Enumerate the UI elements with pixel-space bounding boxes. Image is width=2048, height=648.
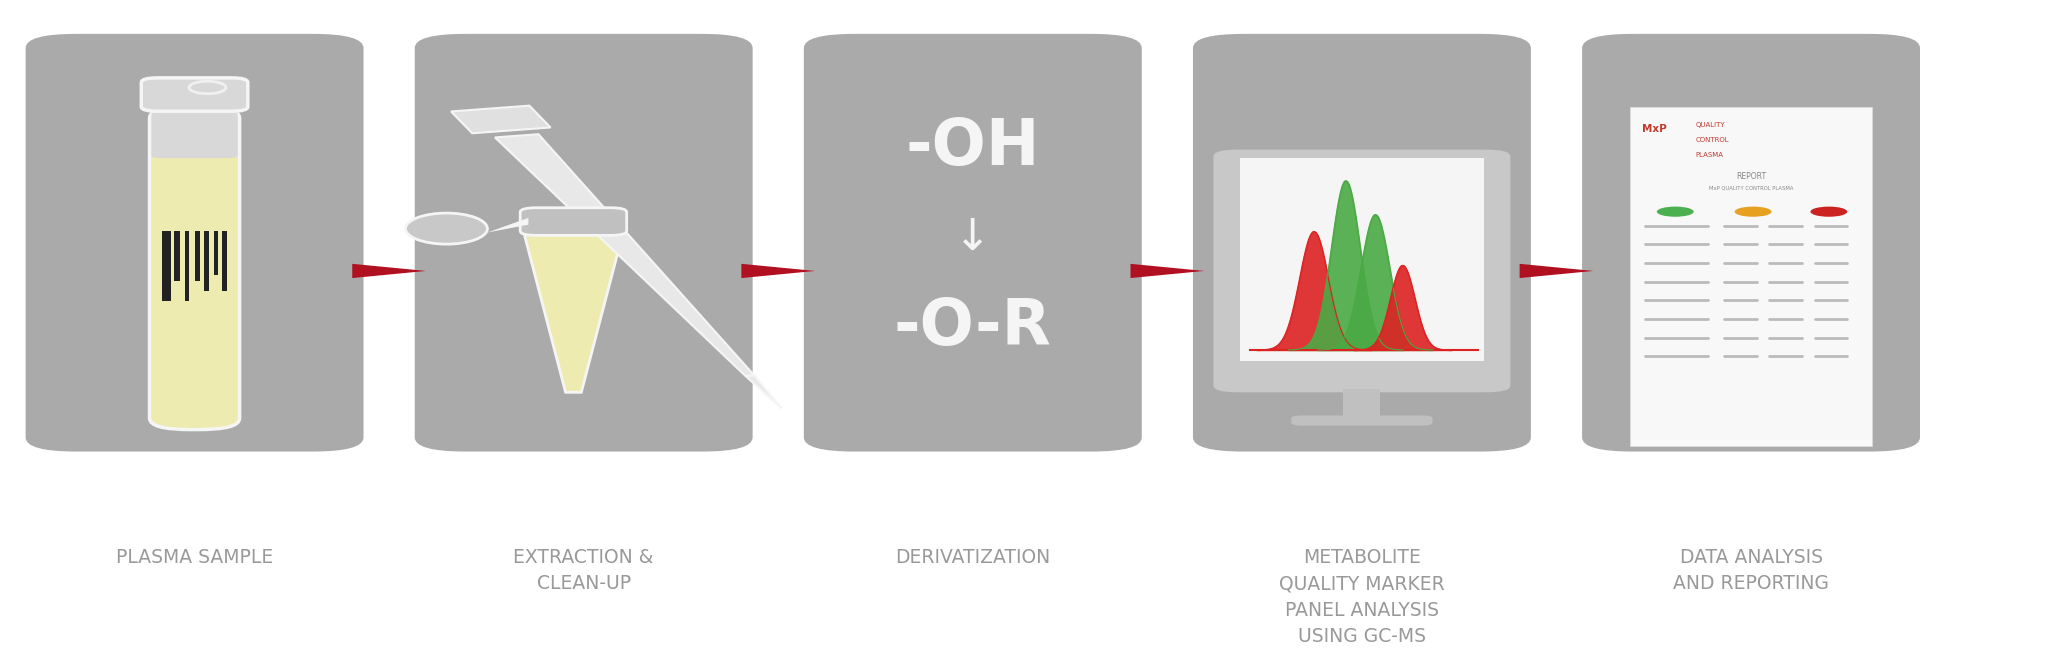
Text: MxP: MxP: [1642, 124, 1667, 134]
Bar: [162, 231, 172, 301]
Polygon shape: [496, 134, 754, 376]
FancyBboxPatch shape: [141, 78, 248, 111]
FancyBboxPatch shape: [520, 208, 627, 235]
Circle shape: [1810, 207, 1847, 217]
Bar: [1343, 389, 1380, 417]
Text: EXTRACTION &
CLEAN-UP: EXTRACTION & CLEAN-UP: [514, 548, 653, 593]
Polygon shape: [451, 106, 551, 133]
Ellipse shape: [406, 213, 487, 244]
Text: QUALITY: QUALITY: [1696, 122, 1724, 128]
Polygon shape: [745, 375, 782, 408]
Text: REPORT: REPORT: [1737, 172, 1765, 181]
FancyBboxPatch shape: [1192, 34, 1532, 452]
Polygon shape: [1130, 264, 1204, 278]
Polygon shape: [1520, 264, 1593, 278]
Circle shape: [1735, 207, 1772, 217]
Bar: [1630, 108, 1872, 446]
Polygon shape: [352, 264, 426, 278]
Polygon shape: [524, 235, 623, 392]
Bar: [205, 231, 209, 291]
FancyBboxPatch shape: [1292, 415, 1434, 426]
Bar: [1241, 158, 1483, 362]
FancyBboxPatch shape: [150, 107, 240, 430]
Bar: [184, 231, 188, 301]
FancyBboxPatch shape: [803, 34, 1143, 452]
Text: DERIVATIZATION: DERIVATIZATION: [895, 548, 1051, 566]
Circle shape: [1657, 207, 1694, 217]
FancyBboxPatch shape: [152, 102, 238, 158]
Text: DATA ANALYSIS
AND REPORTING: DATA ANALYSIS AND REPORTING: [1673, 548, 1829, 593]
Bar: [195, 231, 201, 281]
Text: PLASMA: PLASMA: [1696, 152, 1724, 158]
FancyBboxPatch shape: [25, 34, 365, 452]
FancyBboxPatch shape: [1581, 34, 1921, 452]
Text: MxP QUALITY CONTROL PLASMA: MxP QUALITY CONTROL PLASMA: [1708, 185, 1794, 190]
Text: CONTROL: CONTROL: [1696, 137, 1729, 143]
Bar: [213, 231, 217, 275]
Text: -O-R: -O-R: [893, 296, 1053, 358]
FancyBboxPatch shape: [414, 34, 752, 452]
Text: -OH: -OH: [905, 116, 1040, 178]
FancyBboxPatch shape: [1212, 150, 1511, 392]
Polygon shape: [434, 218, 528, 243]
Bar: [221, 231, 227, 291]
Text: ↓: ↓: [954, 216, 991, 259]
Bar: [174, 231, 180, 281]
Text: METABOLITE
QUALITY MARKER
PANEL ANALYSIS
USING GC-MS: METABOLITE QUALITY MARKER PANEL ANALYSIS…: [1280, 548, 1444, 646]
Text: PLASMA SAMPLE: PLASMA SAMPLE: [117, 548, 272, 566]
Polygon shape: [741, 264, 815, 278]
